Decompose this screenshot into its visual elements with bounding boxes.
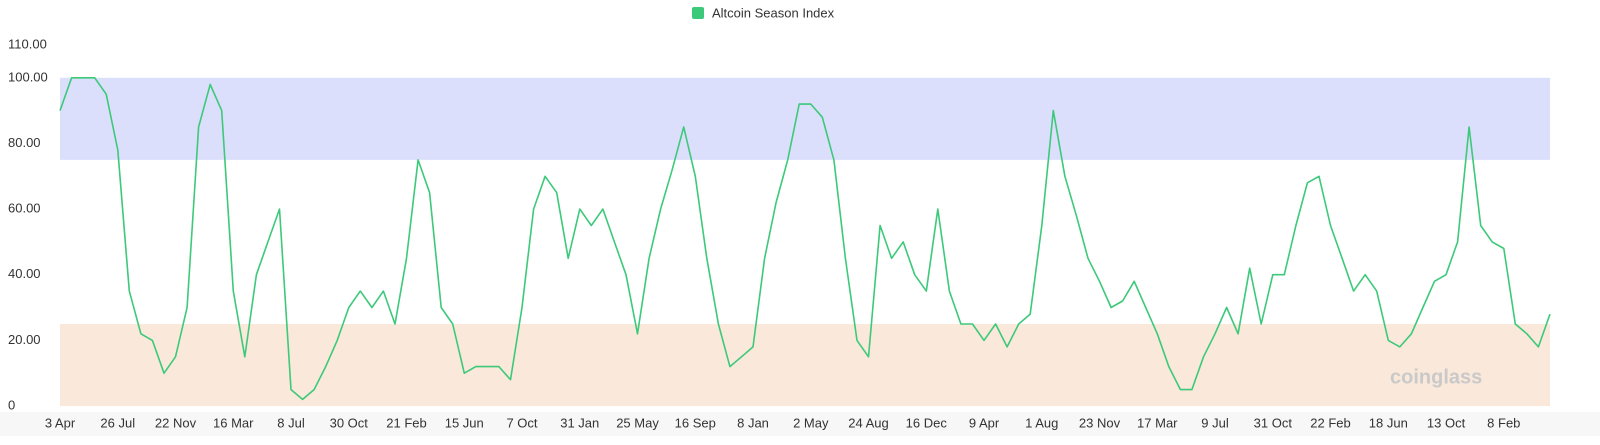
y-tick-label: 80.00: [8, 135, 41, 150]
x-tick-label: 31 Oct: [1254, 415, 1293, 430]
x-tick-label: 30 Oct: [330, 415, 369, 430]
y-tick-label: 20.00: [8, 332, 41, 347]
x-axis-strip: [0, 412, 1600, 436]
x-tick-label: 9 Apr: [969, 415, 1000, 430]
x-tick-label: 9 Jul: [1201, 415, 1229, 430]
x-tick-label: 31 Jan: [560, 415, 599, 430]
x-tick-label: 22 Feb: [1310, 415, 1350, 430]
x-tick-label: 8 Jan: [737, 415, 769, 430]
x-tick-label: 8 Feb: [1487, 415, 1520, 430]
y-tick-label: 110.00: [8, 36, 47, 51]
x-tick-label: 2 May: [793, 415, 829, 430]
y-tick-label: 60.00: [8, 201, 41, 216]
legend-swatch: [692, 7, 704, 19]
x-tick-label: 7 Oct: [506, 415, 537, 430]
legend-label: Altcoin Season Index: [712, 5, 835, 20]
x-tick-label: 8 Jul: [277, 415, 305, 430]
x-tick-label: 16 Mar: [213, 415, 254, 430]
x-tick-label: 26 Jul: [100, 415, 135, 430]
x-tick-label: 22 Nov: [155, 415, 197, 430]
x-tick-label: 18 Jun: [1369, 415, 1408, 430]
x-tick-label: 15 Jun: [445, 415, 484, 430]
series-line: [59, 77, 1551, 401]
y-tick-label: 100.00: [8, 69, 48, 84]
watermark: coinglass: [1390, 366, 1482, 388]
x-tick-label: 16 Sep: [675, 415, 716, 430]
x-tick-label: 1 Aug: [1025, 415, 1058, 430]
x-tick-label: 23 Nov: [1079, 415, 1121, 430]
x-tick-label: 25 May: [616, 415, 659, 430]
band: [60, 77, 1550, 160]
x-tick-label: 13 Oct: [1427, 415, 1466, 430]
x-tick-label: 16 Dec: [906, 415, 948, 430]
x-tick-label: 21 Feb: [386, 415, 426, 430]
x-tick-label: 3 Apr: [45, 415, 76, 430]
band: [60, 323, 1550, 406]
y-tick-label: 40.00: [8, 266, 41, 281]
y-tick-label: 0: [8, 397, 15, 412]
x-tick-label: 17 Mar: [1137, 415, 1178, 430]
x-tick-label: 24 Aug: [848, 415, 889, 430]
